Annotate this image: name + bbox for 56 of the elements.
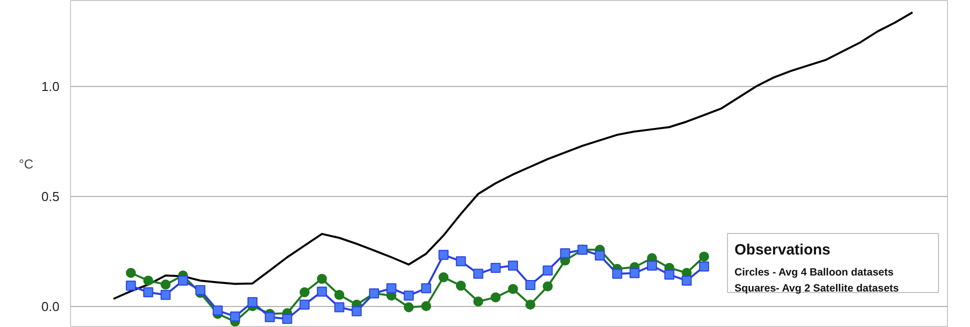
point (126, 268, 136, 278)
point (126, 280, 136, 291)
point (664, 270, 674, 280)
point (160, 280, 171, 290)
point (316, 286, 327, 297)
point (630, 268, 640, 278)
point (300, 300, 310, 310)
y-tick-label: 1.0 (41, 78, 60, 94)
point (682, 276, 692, 286)
point (560, 248, 570, 258)
point (195, 285, 206, 296)
annotation: Circles - Avg 4 Balloon datasets (734, 266, 894, 278)
point (334, 290, 344, 300)
point (178, 276, 188, 286)
point (386, 283, 396, 294)
point (508, 260, 518, 271)
point (160, 290, 171, 300)
annotation: Squares- Avg 2 Satellite datasets (734, 282, 900, 294)
point (264, 312, 275, 322)
point (612, 268, 622, 279)
point (143, 287, 154, 298)
line-series (112, 11, 914, 300)
point (542, 281, 553, 292)
point (525, 280, 536, 290)
point (212, 306, 223, 316)
point (352, 306, 362, 316)
point (438, 272, 449, 282)
point (143, 276, 154, 286)
point (542, 265, 553, 276)
point (421, 301, 432, 312)
point (456, 280, 466, 291)
annotation: Observations (734, 242, 830, 258)
y-axis-title: °C (18, 156, 34, 172)
point (316, 274, 327, 284)
point (247, 297, 258, 308)
point (594, 250, 605, 260)
point (421, 283, 432, 294)
point (334, 302, 344, 312)
point (404, 302, 414, 312)
point (525, 300, 536, 310)
y-tick-label: 0.0 (41, 299, 60, 314)
point (438, 250, 449, 260)
point (490, 292, 501, 302)
point (699, 252, 710, 262)
point (230, 311, 240, 322)
point (490, 262, 501, 273)
y-tick-label: 0.5 (41, 188, 60, 204)
point (473, 296, 484, 307)
point (404, 290, 414, 301)
point (473, 268, 484, 279)
point (508, 284, 518, 294)
point (456, 256, 466, 266)
point (646, 260, 657, 271)
point (282, 314, 292, 324)
point (300, 287, 310, 298)
point (699, 262, 710, 272)
